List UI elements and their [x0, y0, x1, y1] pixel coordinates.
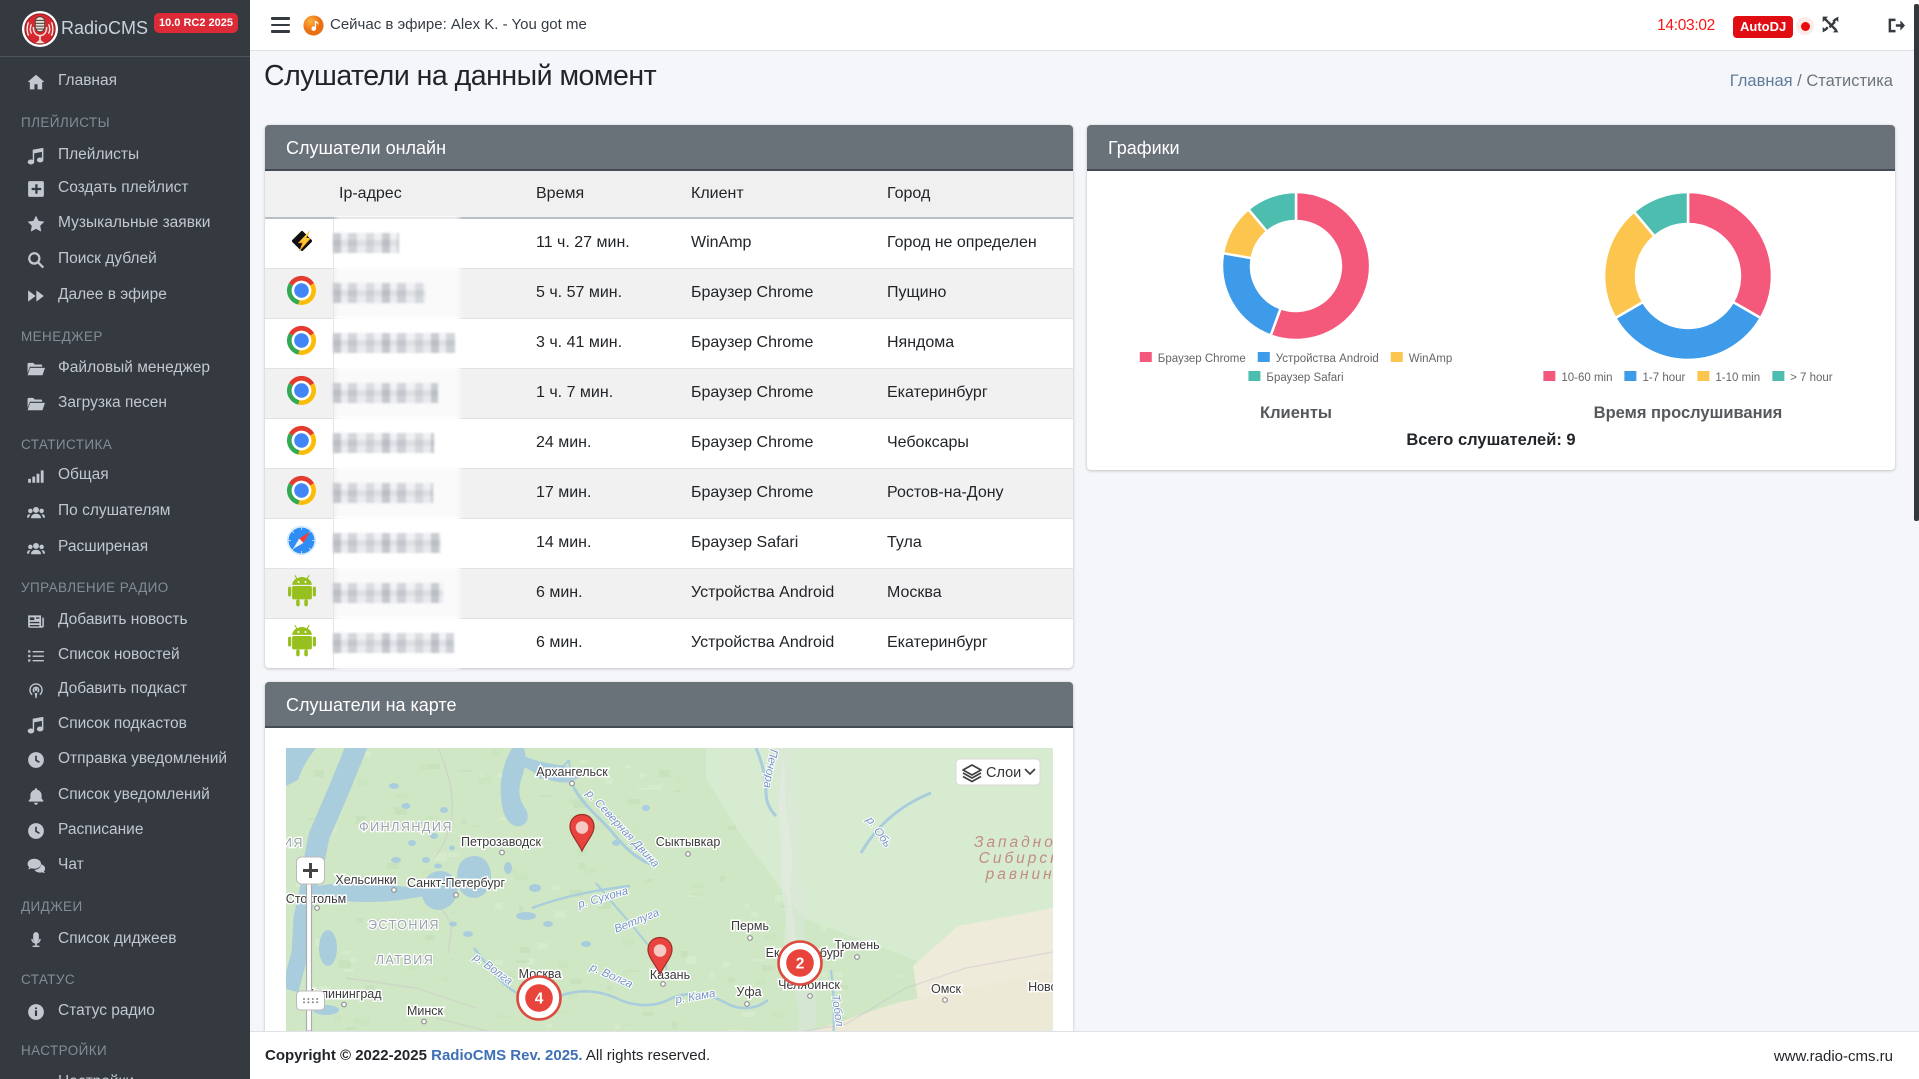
svg-text:ЭСТОНИЯ: ЭСТОНИЯ: [368, 918, 440, 932]
svg-text:ФИНЛЯНДИЯ: ФИНЛЯНДИЯ: [359, 820, 453, 834]
svg-text:Слои: Слои: [986, 765, 1021, 781]
svg-text:Сыктывкар: Сыктывкар: [656, 835, 721, 849]
svg-text:равнина: равнина: [985, 866, 1053, 883]
svg-text:Пермь: Пермь: [731, 919, 769, 933]
svg-text:Казань: Казань: [650, 968, 690, 982]
svg-text:4: 4: [535, 991, 544, 1008]
svg-text:Тобол: Тобол: [829, 994, 845, 1028]
svg-text:Санкт-Петербург: Санкт-Петербург: [407, 876, 505, 890]
svg-text:2: 2: [796, 956, 805, 973]
svg-text:ЛАТВИЯ: ЛАТВИЯ: [376, 953, 435, 967]
svg-text:Архангельск: Архангельск: [536, 765, 608, 779]
svg-text:Стокгольм: Стокгольм: [286, 892, 346, 906]
svg-text:Минск: Минск: [407, 1004, 444, 1018]
svg-text:Хельсинки: Хельсинки: [335, 873, 396, 887]
svg-text:Западно-: Западно-: [974, 834, 1053, 851]
svg-text:Тюмень: Тюмень: [834, 938, 879, 952]
svg-text:Уфа: Уфа: [736, 985, 761, 999]
svg-text:Омск: Омск: [931, 982, 962, 996]
svg-text:Сибирская: Сибирская: [979, 850, 1053, 867]
svg-text:Новосиб: Новосиб: [1028, 980, 1053, 994]
svg-text:Петрозаводск: Петрозаводск: [461, 835, 541, 849]
svg-text:ЦИЯ: ЦИЯ: [286, 836, 304, 850]
